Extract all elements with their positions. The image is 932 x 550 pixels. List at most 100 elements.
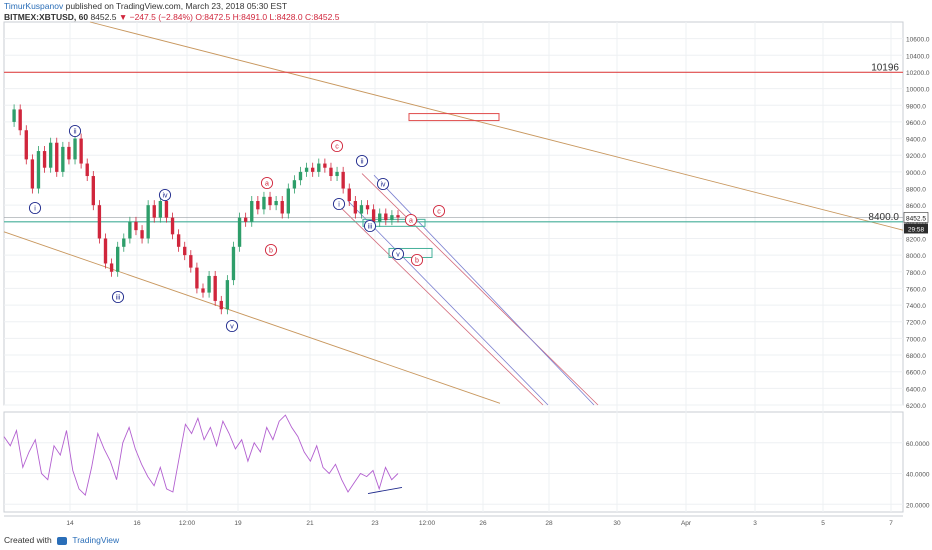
candle [55,142,59,172]
candle [237,217,242,247]
candle [371,209,376,222]
x-tick-label: 30 [613,520,621,527]
candle [219,300,223,310]
candle [36,151,41,189]
candle [292,180,297,189]
candle [243,217,248,222]
wave-label-circle [330,139,344,153]
author-link[interactable]: TimurKuspanov [4,1,64,11]
candle [176,234,181,247]
candle [134,221,138,231]
y-tick-label: 7200.0 [906,320,926,327]
wave-label: iv [162,193,168,200]
candle [359,205,364,214]
y-tick-label: 8000.0 [906,253,926,260]
y-tick-label: 10200.0 [906,70,930,77]
candle [61,146,65,172]
wave-label-circle [264,243,278,257]
candle [329,167,333,177]
candle [42,151,47,168]
y-tick-label: 7400.0 [906,303,926,310]
candle [158,201,163,218]
wave-label-circle [391,247,405,261]
published-text: published on TradingView.com, March 23, … [65,1,288,11]
wave-label-circle [260,176,274,190]
y-tick-label: 9200.0 [906,153,926,160]
candle [335,171,339,177]
wave-label-circle [410,253,424,267]
candle [298,171,303,181]
candle [152,205,156,218]
wave-label: a [265,181,269,188]
rsi-tick-label: 20.0000 [906,502,930,509]
y-tick-label: 7600.0 [906,286,926,293]
x-tick-label: 12:00 [179,520,196,527]
candle [164,201,169,218]
candle [225,280,230,310]
y-tick-label: 7800.0 [906,270,926,277]
wave-label: b [269,248,273,255]
candle [85,163,89,177]
y-tick-label: 8200.0 [906,236,926,243]
zone-box [388,247,433,258]
tradingview-link[interactable]: TradingView [72,535,120,545]
y-tick-label: 10600.0 [906,37,930,44]
ohlc-values: O:8472.5 H:8491.0 L:8428.0 C:8452.5 [195,12,340,22]
y-tick-label: 8800.0 [906,187,926,194]
rsi-tick-label: 40.0000 [906,472,930,479]
candle [12,109,16,122]
y-tick-label: 6600.0 [906,370,926,377]
wave-label-circle [376,177,390,191]
candle [103,238,108,264]
candle [122,238,126,247]
x-tick-label: 5 [821,520,825,527]
candle [262,196,266,210]
candle [250,201,254,222]
y-tick-label: 10000.0 [906,87,930,94]
candle [213,275,217,301]
candle [116,246,120,272]
candle [91,176,95,206]
candle [146,205,150,239]
support-price-label: 8400.0 [868,212,899,223]
zone-box [362,218,426,227]
candle [353,201,358,214]
symbol-label: BITMEX:XBTUSD, 60 [4,12,89,22]
y-tick-label: 6400.0 [906,386,926,393]
trend-line [373,174,595,406]
y-tick-label: 6200.0 [906,403,926,410]
rsi-tick-label: 60.0000 [906,441,930,448]
rsi-pane [3,411,904,513]
x-tick-label: 16 [133,520,141,527]
wave-label: a [409,218,413,225]
candle [183,246,187,256]
candle [280,201,284,214]
candle [170,217,175,235]
y-tick-label: 8400.0 [906,220,926,227]
y-tick-label: 9400.0 [906,137,926,144]
candle [256,201,260,210]
x-tick-label: 21 [306,520,314,527]
candle [347,188,351,202]
wave-label: v [396,252,400,259]
countdown-label: 29:58 [908,226,925,233]
candle [97,205,102,239]
wave-label: c [335,144,339,151]
candle [30,159,35,189]
wave-label-circle [68,124,82,138]
channel-upper-line [89,21,904,231]
symbol-line: BITMEX:XBTUSD, 60 8452.5 ▼ −247.5 (−2.84… [4,12,339,23]
trend-line [347,200,549,406]
candle [201,288,205,293]
candle [286,188,290,214]
candle [189,255,193,268]
candle [274,201,278,206]
x-tick-label: 19 [234,520,242,527]
candle [311,167,315,172]
wave-label: iv [380,182,386,189]
channel-lower-line [3,231,501,404]
candle [140,230,144,239]
rsi-line [3,414,399,496]
candle [268,196,272,206]
